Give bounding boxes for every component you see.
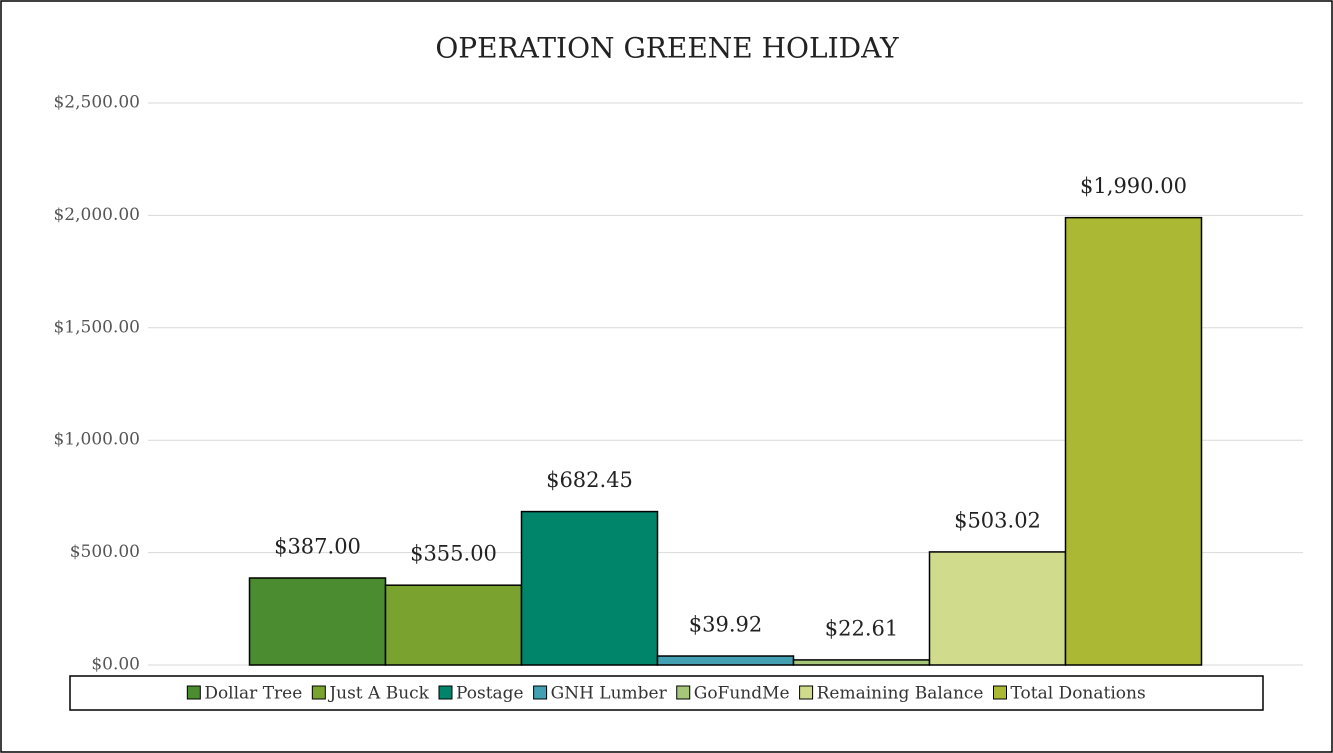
data-label: $682.45 bbox=[546, 468, 633, 492]
bar bbox=[248, 577, 387, 666]
legend-box bbox=[69, 675, 1264, 711]
y-tick-label: $2,500.00 bbox=[53, 93, 140, 113]
legend-swatch bbox=[993, 685, 1007, 700]
bar bbox=[520, 510, 659, 666]
legend-label: Total Donations bbox=[1011, 684, 1146, 704]
legend-swatch bbox=[676, 685, 691, 700]
legend-swatch bbox=[533, 685, 548, 700]
legend-label: GNH Lumber bbox=[551, 684, 668, 704]
chart-title: OPERATION GREENE HOLIDAY bbox=[435, 32, 899, 65]
bar bbox=[792, 659, 931, 666]
bar bbox=[928, 551, 1067, 666]
y-tick-label: $0.00 bbox=[91, 655, 140, 675]
legend-label: GoFundMe bbox=[694, 684, 790, 704]
bar bbox=[656, 655, 795, 666]
legend-label: Postage bbox=[456, 684, 524, 704]
y-tick-label: $1,000.00 bbox=[53, 430, 140, 450]
legend-swatch bbox=[438, 685, 453, 700]
legend-swatch bbox=[186, 685, 201, 700]
data-label: $387.00 bbox=[274, 535, 361, 559]
legend-swatch bbox=[799, 685, 814, 700]
bar bbox=[384, 584, 523, 666]
data-label: $1,990.00 bbox=[1080, 174, 1187, 198]
y-tick-label: $1,500.00 bbox=[53, 317, 140, 337]
data-label: $39.92 bbox=[689, 613, 762, 637]
data-label: $22.61 bbox=[825, 616, 898, 640]
bar bbox=[1064, 216, 1203, 666]
legend-label: Remaining Balance bbox=[817, 684, 984, 704]
data-label: $503.02 bbox=[954, 508, 1041, 532]
y-tick-label: $500.00 bbox=[70, 542, 140, 562]
legend-label: Dollar Tree bbox=[204, 684, 302, 704]
legend-label: Just A Buck bbox=[327, 684, 429, 704]
data-label: $355.00 bbox=[410, 542, 497, 566]
legend-swatch bbox=[311, 685, 326, 700]
y-tick-label: $2,000.00 bbox=[53, 205, 140, 225]
